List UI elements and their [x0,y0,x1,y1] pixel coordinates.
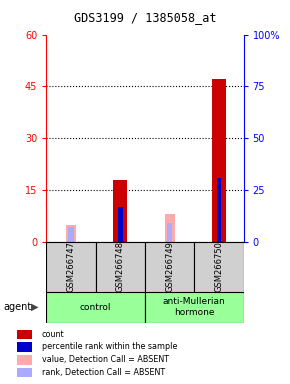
Bar [167,223,172,242]
Bar [68,227,74,242]
Text: anti-Mullerian
hormone: anti-Mullerian hormone [163,298,226,317]
Text: control: control [80,303,111,312]
Text: GSM266750: GSM266750 [214,242,224,292]
Bar [17,368,32,377]
Bar [17,355,32,364]
Bar [46,292,145,323]
Text: percentile rank within the sample: percentile rank within the sample [41,342,177,351]
Bar [96,242,145,292]
Bar [66,225,76,242]
Bar [145,242,194,292]
Text: GSM266749: GSM266749 [165,242,174,292]
Text: ▶: ▶ [31,302,39,312]
Text: value, Detection Call = ABSENT: value, Detection Call = ABSENT [41,355,168,364]
Bar [217,178,221,242]
Bar [113,180,127,242]
Bar [212,79,226,242]
Text: rank, Detection Call = ABSENT: rank, Detection Call = ABSENT [41,368,165,377]
Text: agent: agent [3,302,31,312]
Text: GSM266747: GSM266747 [66,242,76,292]
Bar [165,214,175,242]
Bar [118,207,123,242]
Text: GDS3199 / 1385058_at: GDS3199 / 1385058_at [74,11,216,24]
Bar [194,242,244,292]
Bar [17,342,32,352]
Bar [145,292,244,323]
Bar [17,329,32,339]
Text: count: count [41,330,64,339]
Bar [46,242,96,292]
Text: GSM266748: GSM266748 [116,242,125,292]
